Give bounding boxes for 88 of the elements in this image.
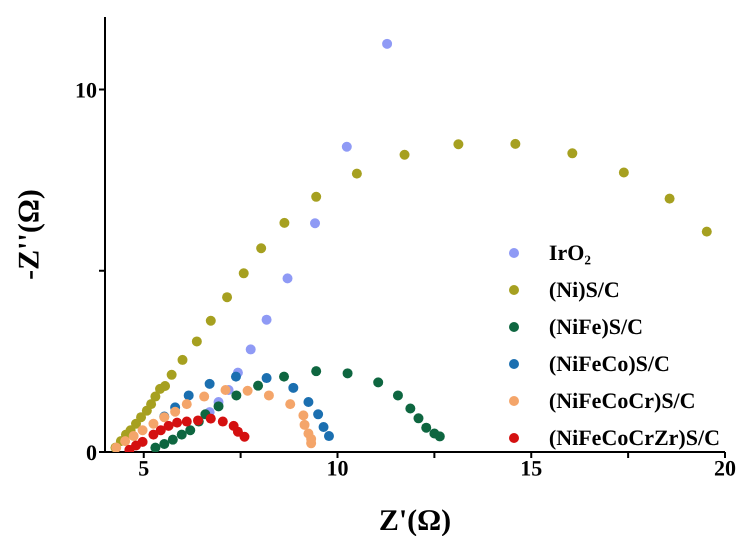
point (253, 380, 264, 391)
point (285, 399, 296, 410)
point (150, 442, 160, 452)
legend-label: (Ni)S/C (548, 276, 620, 302)
point (510, 138, 520, 149)
point (168, 434, 178, 445)
point (240, 432, 250, 442)
point (246, 344, 256, 354)
point (279, 218, 290, 228)
point (342, 142, 352, 152)
point (373, 377, 384, 388)
point (279, 372, 290, 382)
point (311, 192, 322, 202)
point (421, 422, 432, 433)
point (256, 243, 266, 254)
point (413, 413, 424, 424)
point (206, 414, 216, 424)
point (178, 354, 188, 365)
y-axis-title: -Z''(Ω) (12, 189, 46, 280)
point (182, 399, 192, 410)
point (453, 139, 464, 150)
point (318, 422, 329, 432)
point (310, 218, 320, 228)
point (218, 416, 228, 427)
point (128, 431, 139, 442)
point (230, 372, 241, 382)
point (324, 431, 334, 442)
point (282, 273, 293, 284)
legend-label: (NiFeCoCrZr)S/C (548, 424, 720, 450)
point (222, 292, 232, 302)
x-tick-label: 5 (138, 456, 150, 481)
point (434, 431, 445, 442)
point (164, 420, 174, 431)
point (159, 439, 170, 450)
point (172, 418, 182, 428)
legend-label: IrO₂ (548, 240, 591, 266)
x-tick-label: 10 (326, 456, 348, 481)
point (567, 148, 578, 158)
point (120, 436, 130, 446)
x-tick-label: 15 (520, 456, 542, 481)
x-tick-label: 20 (714, 456, 736, 481)
point (184, 390, 194, 400)
point (300, 420, 310, 430)
point (262, 314, 272, 325)
point (400, 150, 410, 160)
point (262, 373, 272, 384)
point (136, 412, 146, 422)
point (238, 268, 249, 278)
legend-label: (NiFe)S/C (548, 314, 644, 340)
point (664, 194, 675, 204)
legend-label: (NiFeCo)S/C (548, 350, 670, 376)
point (352, 168, 362, 179)
point (342, 368, 353, 378)
point (392, 390, 403, 400)
legend-label: (NiFeCoCr)S/C (548, 388, 696, 414)
point (199, 392, 210, 402)
point (232, 426, 243, 437)
point (242, 386, 253, 396)
point (220, 385, 231, 396)
point (311, 366, 322, 376)
point (702, 226, 712, 237)
point (156, 425, 166, 436)
point (138, 425, 148, 436)
point (148, 430, 158, 440)
point (264, 390, 274, 400)
point (204, 378, 215, 389)
point (618, 168, 629, 178)
point (313, 409, 324, 420)
point (214, 401, 224, 412)
point (176, 430, 187, 440)
point (206, 316, 216, 326)
point (382, 38, 392, 49)
point (166, 370, 177, 380)
point (150, 392, 160, 402)
point (148, 418, 158, 429)
point (160, 381, 170, 392)
point (138, 436, 148, 447)
point (288, 382, 298, 393)
y-tick-label: 0 (86, 440, 97, 465)
point (405, 404, 416, 414)
point (303, 396, 314, 407)
point (170, 406, 180, 417)
point (182, 416, 192, 427)
point (146, 399, 156, 410)
point (231, 390, 242, 400)
point (192, 336, 202, 346)
point (185, 425, 196, 436)
point (298, 410, 308, 420)
